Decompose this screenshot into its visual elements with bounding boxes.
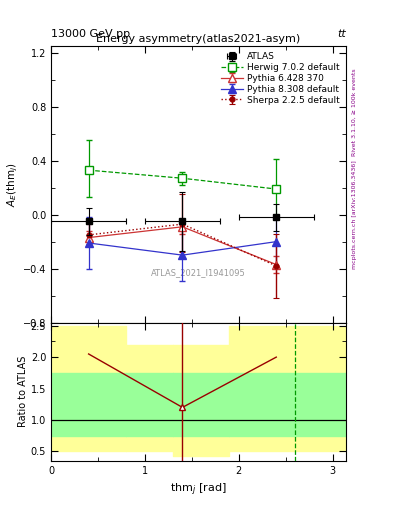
Text: mcplots.cern.ch [arXiv:1306.3436]: mcplots.cern.ch [arXiv:1306.3436] — [352, 161, 357, 269]
Y-axis label: $A_E(\mathrm{thm}_j)$: $A_E(\mathrm{thm}_j)$ — [6, 162, 20, 207]
Y-axis label: Ratio to ATLAS: Ratio to ATLAS — [18, 356, 28, 428]
Text: ATLAS_2021_I1941095: ATLAS_2021_I1941095 — [151, 268, 246, 278]
Title: Energy asymmetry(atlas2021-asym): Energy asymmetry(atlas2021-asym) — [96, 34, 301, 44]
Text: Rivet 3.1.10, ≥ 100k events: Rivet 3.1.10, ≥ 100k events — [352, 69, 357, 157]
X-axis label: thm$_j$ [rad]: thm$_j$ [rad] — [170, 481, 227, 498]
Legend: ATLAS, Herwig 7.0.2 default, Pythia 6.428 370, Pythia 8.308 default, Sherpa 2.2.: ATLAS, Herwig 7.0.2 default, Pythia 6.42… — [219, 51, 342, 106]
Text: 13000 GeV pp: 13000 GeV pp — [51, 29, 130, 39]
Text: tt: tt — [337, 29, 346, 39]
